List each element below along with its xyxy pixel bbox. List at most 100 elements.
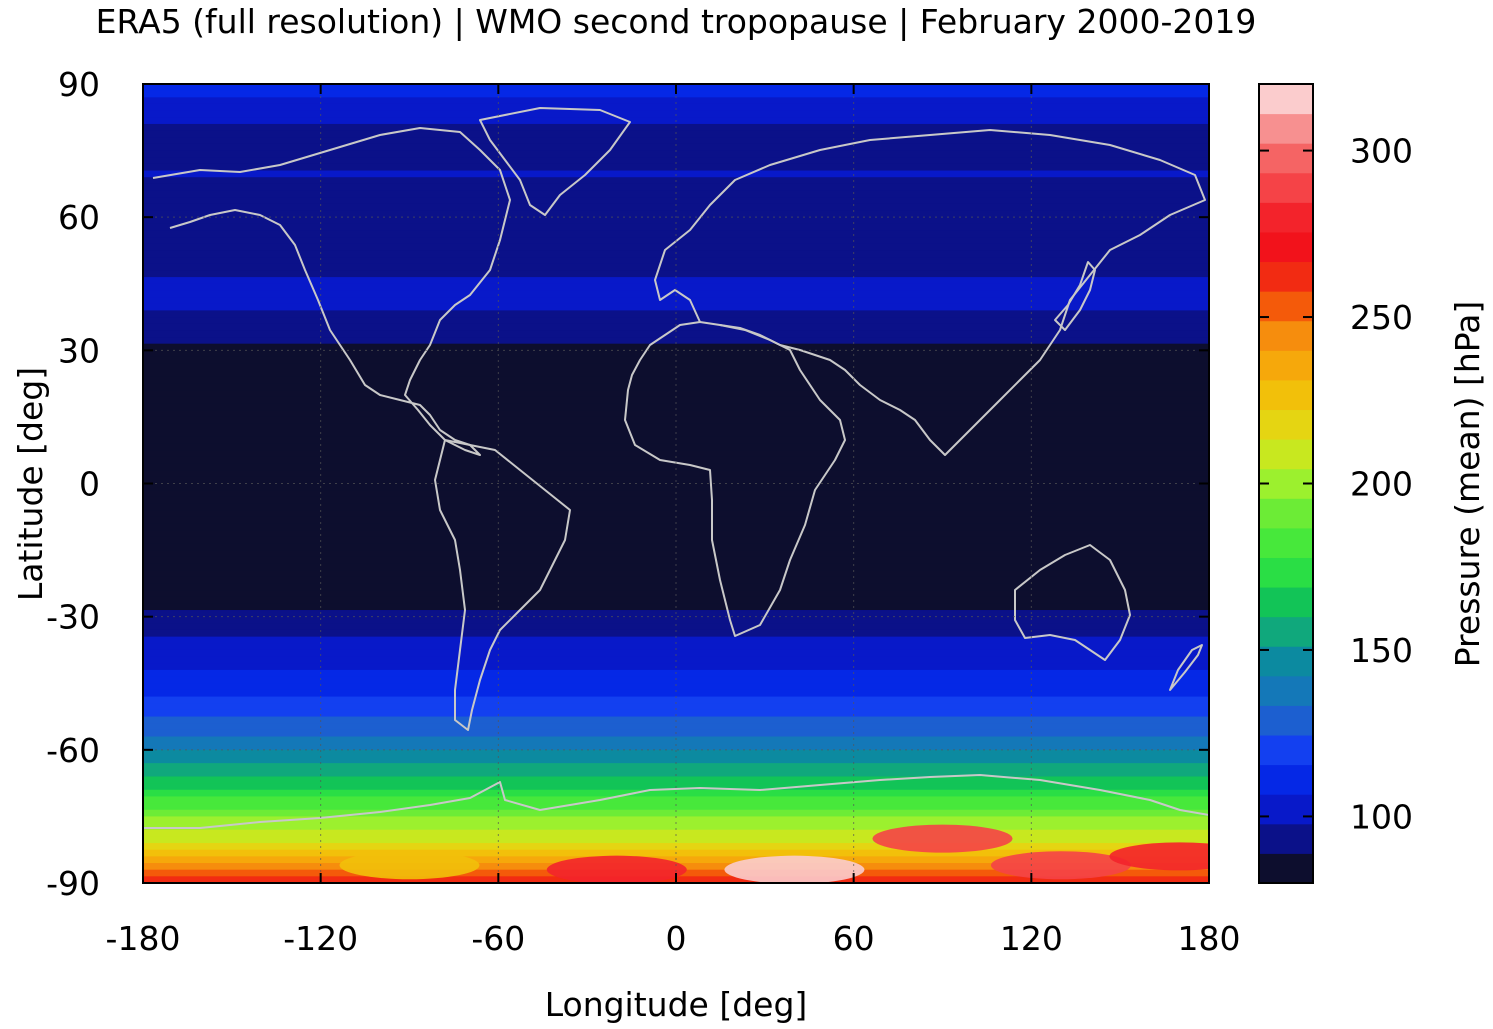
colorbar-swatch — [1259, 350, 1313, 381]
heatmap-cell — [143, 823, 1209, 831]
colorbar-swatch — [1259, 379, 1313, 411]
colorbar — [1259, 84, 1313, 883]
heatmap-cell — [143, 270, 1209, 278]
heatmap-cell — [143, 689, 1209, 698]
heatmap-cell — [143, 443, 1209, 451]
heatmap-cell — [143, 463, 1209, 471]
heatmap-cell — [143, 203, 1209, 212]
colorbar-swatch — [1259, 261, 1313, 292]
y-axis-label: Latitude [deg] — [11, 367, 50, 601]
heatmap-cell — [143, 403, 1209, 411]
x-tick-label: -60 — [471, 919, 525, 958]
heatmap-cell — [143, 277, 1209, 285]
heatmap-cell — [143, 636, 1209, 644]
y-axis: 90 60 30 0 -30 -60 -90 — [46, 65, 1209, 903]
heatmap-cell — [143, 816, 1209, 824]
colorbar-swatch — [1259, 587, 1313, 618]
y-tick-label: 90 — [58, 65, 100, 104]
coastline-australia — [1014, 544, 1131, 661]
heatmap-cell — [143, 317, 1209, 325]
colorbar-swatch — [1259, 498, 1313, 529]
colorbar-swatch — [1259, 764, 1313, 795]
heatmap-cell — [143, 250, 1209, 258]
colorbar-swatch — [1259, 794, 1313, 825]
colorbar-swatch — [1259, 409, 1313, 440]
heatmap-cell — [143, 623, 1209, 631]
heatmap-cell — [143, 456, 1209, 465]
heatmap-cell — [143, 590, 1209, 598]
heatmap-cell — [143, 643, 1209, 651]
x-axis-label: Longitude [deg] — [545, 985, 808, 1024]
chart-title: ERA5 (full resolution) | WMO second trop… — [96, 2, 1257, 41]
heatmap-cell — [143, 616, 1209, 624]
x-axis: -180 -120 -60 0 60 120 180 — [106, 84, 1241, 958]
heatmap-cell — [143, 190, 1209, 198]
heatmap-cell — [143, 290, 1209, 298]
heatmap-cell — [872, 824, 1013, 853]
heatmap-cell — [143, 683, 1209, 691]
heatmap-cell — [143, 130, 1209, 138]
heatmap-cell — [143, 503, 1209, 511]
heatmap-cell — [143, 576, 1209, 584]
colorbar-tick-label: 100 — [1350, 797, 1413, 836]
heatmap-cell — [143, 809, 1209, 817]
colorbar-swatch — [1259, 202, 1313, 233]
heatmap-cell — [143, 283, 1209, 291]
heatmap-cell — [143, 217, 1209, 225]
heatmap-cell — [143, 257, 1209, 265]
heatmap-cell — [339, 851, 480, 880]
heatmap-cell — [143, 796, 1209, 804]
heatmap-cell — [143, 563, 1209, 571]
heatmap-cell — [143, 450, 1209, 458]
heatmap-cell — [143, 649, 1209, 658]
heatmap-cell — [143, 263, 1209, 271]
heatmap-cell — [143, 583, 1209, 591]
heatmap-cell — [143, 743, 1209, 751]
heatmap-cell — [143, 709, 1209, 718]
heatmap-cell — [143, 736, 1209, 744]
grid — [143, 84, 1209, 883]
coastline-africa-eurasia — [624, 321, 846, 637]
heatmap-cell — [546, 855, 687, 883]
colorbar-swatch — [1259, 113, 1313, 144]
heatmap-cell — [143, 703, 1209, 711]
heatmap-cell — [143, 90, 1209, 98]
heatmap-cell — [143, 436, 1209, 445]
colorbar-tick-label: 150 — [1350, 631, 1413, 670]
coastline-antarctica — [143, 774, 1209, 829]
colorbar-tick-label: 250 — [1350, 298, 1413, 337]
heatmap-cell — [143, 383, 1209, 391]
heatmap-cell — [143, 556, 1209, 564]
heatmap-cell — [143, 330, 1209, 338]
colorbar-swatch — [1259, 705, 1313, 736]
colorbar-swatch — [1259, 439, 1313, 470]
y-tick-label: -60 — [46, 731, 100, 770]
x-tick-label: 60 — [833, 919, 875, 958]
colorbar-swatch — [1259, 823, 1313, 854]
colorbar-swatch — [1259, 616, 1313, 647]
heatmap-cell — [143, 103, 1209, 112]
heatmap-cell — [143, 803, 1209, 811]
heatmap-cell — [143, 836, 1209, 844]
heatmap-cell — [143, 516, 1209, 524]
coastline-europe-asia — [654, 129, 1206, 456]
colorbar-swatch — [1259, 84, 1313, 115]
heatmap-cell — [143, 150, 1209, 158]
heatmap-cell — [143, 157, 1209, 165]
heatmap-cell — [143, 763, 1209, 771]
x-tick-label: -180 — [106, 919, 181, 958]
coastline-greenland — [479, 107, 631, 216]
heatmap-cell — [143, 210, 1209, 218]
heatmap-cell — [143, 337, 1209, 345]
y-tick-label: -90 — [46, 864, 100, 903]
x-tick-label: 0 — [666, 919, 687, 958]
heatmap-cell — [143, 410, 1209, 418]
colorbar-swatch — [1259, 320, 1313, 351]
colorbar-swatch — [1259, 527, 1313, 558]
heatmap-cell — [143, 523, 1209, 531]
heatmap-cell — [724, 855, 865, 883]
colorbar-swatch — [1259, 172, 1313, 203]
heatmap-cell — [143, 829, 1209, 837]
heatmap-cell — [143, 163, 1209, 172]
